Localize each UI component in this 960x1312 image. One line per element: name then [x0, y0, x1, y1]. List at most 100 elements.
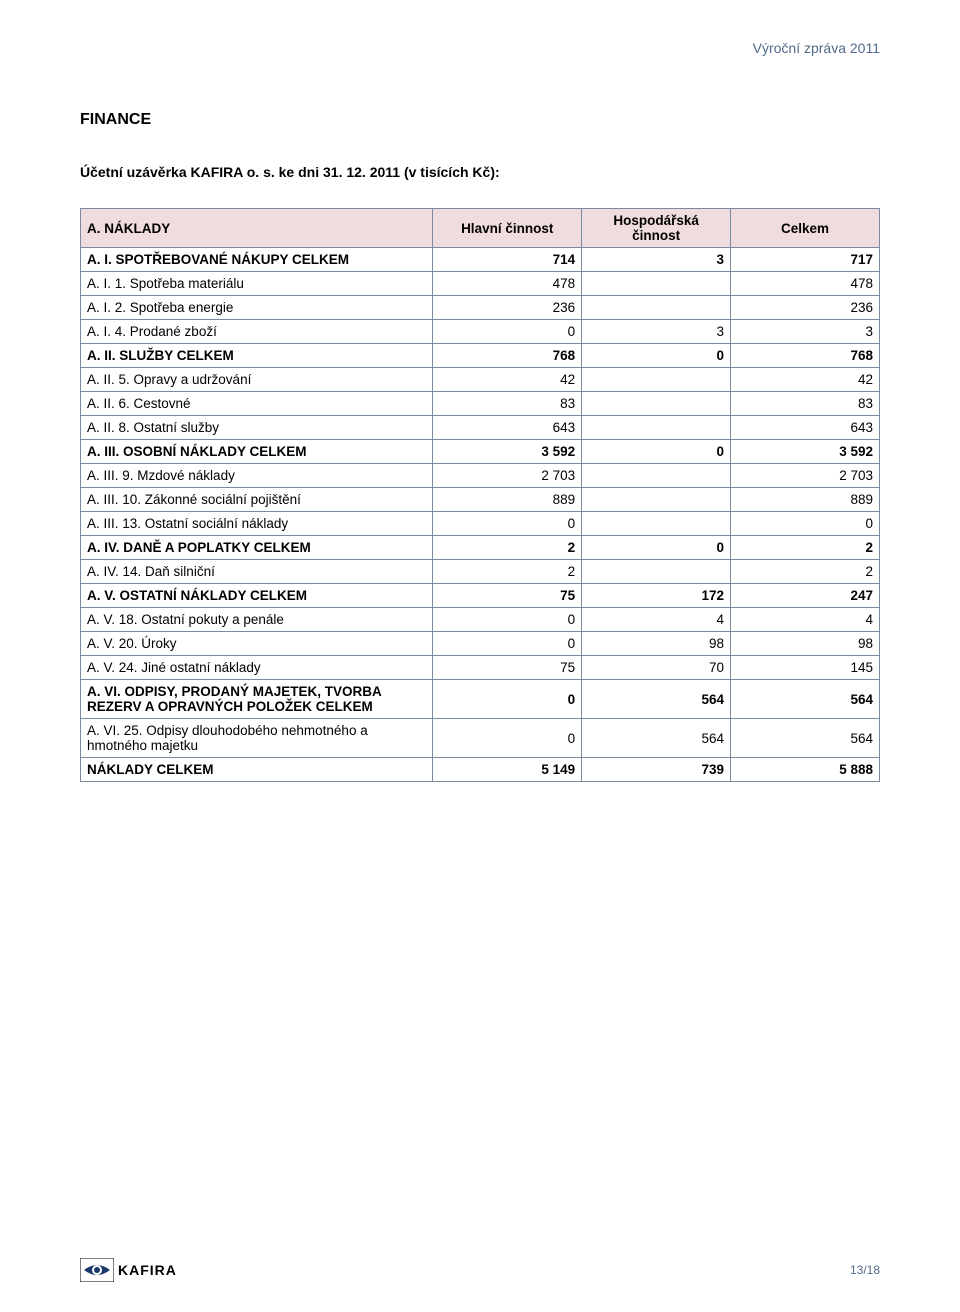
- row-label: NÁKLADY CELKEM: [81, 758, 433, 782]
- row-value-2: 70: [582, 656, 731, 680]
- row-value-3: 564: [731, 719, 880, 758]
- row-value-1: 3 592: [433, 440, 582, 464]
- row-value-2: 0: [582, 536, 731, 560]
- report-header: Výroční zpráva 2011: [80, 40, 880, 56]
- table-row: A. II. 5. Opravy a udržování4242: [81, 368, 880, 392]
- row-label: A. V. OSTATNÍ NÁKLADY CELKEM: [81, 584, 433, 608]
- row-value-1: 0: [433, 632, 582, 656]
- row-label: A. IV. 14. Daň silniční: [81, 560, 433, 584]
- table-row: A. II. SLUŽBY CELKEM7680768: [81, 344, 880, 368]
- row-value-2: 0: [582, 344, 731, 368]
- row-label: A. V. 18. Ostatní pokuty a penále: [81, 608, 433, 632]
- row-value-1: 2 703: [433, 464, 582, 488]
- row-value-1: 0: [433, 512, 582, 536]
- table-col-3: Celkem: [731, 209, 880, 248]
- table-row: A. VI. ODPISY, PRODANÝ MAJETEK, TVORBA R…: [81, 680, 880, 719]
- row-label: A. II. SLUŽBY CELKEM: [81, 344, 433, 368]
- table-col-2: Hospodářská činnost: [582, 209, 731, 248]
- row-value-1: 0: [433, 680, 582, 719]
- row-value-1: 83: [433, 392, 582, 416]
- row-value-1: 643: [433, 416, 582, 440]
- row-value-3: 717: [731, 248, 880, 272]
- row-label: A. VI. ODPISY, PRODANÝ MAJETEK, TVORBA R…: [81, 680, 433, 719]
- row-value-1: 0: [433, 320, 582, 344]
- row-value-2: [582, 272, 731, 296]
- table-col-1: Hlavní činnost: [433, 209, 582, 248]
- row-value-3: 3: [731, 320, 880, 344]
- row-value-3: 2: [731, 536, 880, 560]
- row-label: A. II. 6. Cestovné: [81, 392, 433, 416]
- logo: KAFIRA: [80, 1258, 177, 1282]
- table-row: A. I. 4. Prodané zboží033: [81, 320, 880, 344]
- table-row: A. I. 2. Spotřeba energie236236: [81, 296, 880, 320]
- table-row: A. III. 9. Mzdové náklady2 7032 703: [81, 464, 880, 488]
- row-value-2: [582, 296, 731, 320]
- table-caption: A. NÁKLADY: [81, 209, 433, 248]
- table-row: A. V. 18. Ostatní pokuty a penále044: [81, 608, 880, 632]
- row-value-2: 3: [582, 248, 731, 272]
- row-value-3: 5 888: [731, 758, 880, 782]
- table-row: A. III. 10. Zákonné sociální pojištění 88…: [81, 488, 880, 512]
- row-value-1: 478: [433, 272, 582, 296]
- table-row: A. VI. 25. Odpisy dlouhodobého nehmotnéh…: [81, 719, 880, 758]
- row-value-1: 42: [433, 368, 582, 392]
- table-row: A. II. 8. Ostatní služby643643: [81, 416, 880, 440]
- table-row: A. III. 13. Ostatní sociální náklady00: [81, 512, 880, 536]
- row-value-2: 564: [582, 719, 731, 758]
- table-row: A. V. 24. Jiné ostatní náklady7570145: [81, 656, 880, 680]
- row-label: A. IV. DANĚ A POPLATKY CELKEM: [81, 536, 433, 560]
- table-row: A. III. OSOBNÍ NÁKLADY CELKEM3 59203 592: [81, 440, 880, 464]
- row-value-1: 714: [433, 248, 582, 272]
- row-value-3: 3 592: [731, 440, 880, 464]
- row-value-3: 2: [731, 560, 880, 584]
- table-row: A. V. OSTATNÍ NÁKLADY CELKEM75172247: [81, 584, 880, 608]
- table-row: A. IV. 14. Daň silniční22: [81, 560, 880, 584]
- row-value-3: 889: [731, 488, 880, 512]
- row-label: A. I. 1. Spotřeba materiálu: [81, 272, 433, 296]
- row-value-2: 172: [582, 584, 731, 608]
- row-value-2: [582, 392, 731, 416]
- table-row: A. I. SPOTŘEBOVANÉ NÁKUPY CELKEM7143717: [81, 248, 880, 272]
- row-value-3: 478: [731, 272, 880, 296]
- row-value-3: 236: [731, 296, 880, 320]
- row-value-2: [582, 512, 731, 536]
- row-value-2: [582, 416, 731, 440]
- table-row: A. V. 20. Úroky09898: [81, 632, 880, 656]
- row-value-2: [582, 560, 731, 584]
- row-value-3: 83: [731, 392, 880, 416]
- row-value-2: [582, 488, 731, 512]
- row-value-3: 768: [731, 344, 880, 368]
- page-number: 13/18: [850, 1263, 880, 1277]
- row-value-1: 0: [433, 719, 582, 758]
- row-value-3: 98: [731, 632, 880, 656]
- row-value-1: 75: [433, 656, 582, 680]
- row-value-1: 5 149: [433, 758, 582, 782]
- row-label: A. I. 4. Prodané zboží: [81, 320, 433, 344]
- page-footer: KAFIRA 13/18: [80, 1258, 880, 1282]
- row-value-2: [582, 464, 731, 488]
- eye-icon: [80, 1258, 114, 1282]
- section-title: FINANCE: [80, 111, 880, 129]
- row-label: A. III. 9. Mzdové náklady: [81, 464, 433, 488]
- row-value-3: 564: [731, 680, 880, 719]
- row-value-2: [582, 368, 731, 392]
- row-label: A. V. 20. Úroky: [81, 632, 433, 656]
- row-label: A. III. 10. Zákonné sociální pojištění: [81, 488, 433, 512]
- row-value-2: 3: [582, 320, 731, 344]
- row-value-2: 564: [582, 680, 731, 719]
- table-row: A. IV. DANĚ A POPLATKY CELKEM202: [81, 536, 880, 560]
- table-row: NÁKLADY CELKEM5 1497395 888: [81, 758, 880, 782]
- row-value-2: 4: [582, 608, 731, 632]
- row-value-1: 0: [433, 608, 582, 632]
- row-label: A. II. 8. Ostatní služby: [81, 416, 433, 440]
- row-value-3: 4: [731, 608, 880, 632]
- finance-table: A. NÁKLADY Hlavní činnost Hospodářská či…: [80, 208, 880, 782]
- row-label: A. III. 13. Ostatní sociální náklady: [81, 512, 433, 536]
- row-value-3: 2 703: [731, 464, 880, 488]
- section-subtitle: Účetní uzávěrka KAFIRA o. s. ke dni 31. …: [80, 164, 880, 180]
- row-value-1: 75: [433, 584, 582, 608]
- row-value-3: 145: [731, 656, 880, 680]
- row-label: A. III. OSOBNÍ NÁKLADY CELKEM: [81, 440, 433, 464]
- row-label: A. I. SPOTŘEBOVANÉ NÁKUPY CELKEM: [81, 248, 433, 272]
- row-value-1: 2: [433, 536, 582, 560]
